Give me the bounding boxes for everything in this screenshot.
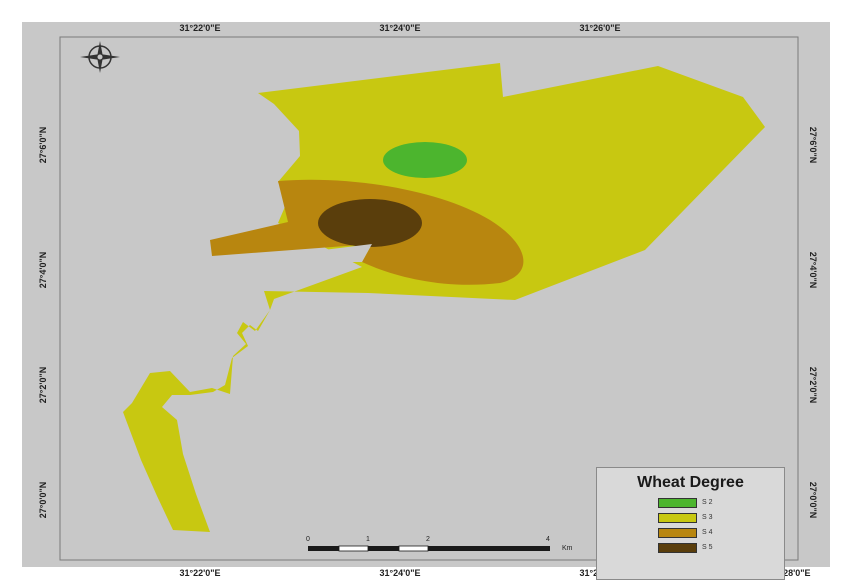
coord-top-1: 31°22'0"E [179, 23, 221, 33]
coord-right-4: 27°0'0"N [808, 481, 818, 519]
zone-s2-ellipse [383, 142, 467, 178]
scale-label-4: 4 [546, 536, 550, 543]
compass-rose-icon [80, 41, 120, 73]
legend-swatch-s2 [658, 498, 697, 508]
coord-right-1: 27°6'0"N [808, 126, 818, 164]
legend-title: Wheat Degree [637, 474, 744, 491]
map-notch [270, 244, 372, 262]
scale-unit: Km [562, 545, 573, 552]
scale-bar [308, 545, 550, 552]
map-neatline [59, 36, 799, 561]
legend-item-s2: S 2 [658, 498, 778, 509]
coord-left-1: 27°6'0"N [38, 126, 48, 164]
legend-swatch-s4 [658, 528, 697, 538]
scale-label-2: 2 [426, 536, 430, 543]
legend-swatch-s5 [658, 543, 697, 553]
legend: Wheat Degree S 2 S 3 S 4 S 5 [596, 467, 785, 580]
coord-bottom-2: 31°24'0"E [379, 568, 421, 578]
legend-swatch-s3 [658, 513, 697, 523]
coord-right-2: 27°4'0"N [808, 251, 818, 289]
zone-s5-ellipse [318, 199, 422, 247]
coord-right-3: 27°2'0"N [808, 366, 818, 404]
coord-left-4: 27°0'0"N [38, 481, 48, 519]
legend-item-s5: S 5 [658, 543, 778, 554]
scale-label-1: 1 [366, 536, 370, 543]
zone-s3-polygon [123, 63, 765, 532]
legend-label-s3: S 3 [702, 514, 713, 521]
coord-bottom-1: 31°22'0"E [179, 568, 221, 578]
coord-top-2: 31°24'0"E [379, 23, 421, 33]
coord-left-2: 27°4'0"N [38, 251, 48, 289]
legend-item-s3: S 3 [658, 513, 778, 524]
coord-top-3: 31°26'0"E [579, 23, 621, 33]
legend-label-s4: S 4 [702, 529, 713, 536]
coord-left-3: 27°2'0"N [38, 366, 48, 404]
scale-label-0: 0 [306, 536, 310, 543]
coord-bottom-4: 31°28'0"E [769, 568, 811, 578]
legend-label-s5: S 5 [702, 544, 713, 551]
legend-label-s2: S 2 [702, 499, 713, 506]
legend-item-s4: S 4 [658, 528, 778, 539]
